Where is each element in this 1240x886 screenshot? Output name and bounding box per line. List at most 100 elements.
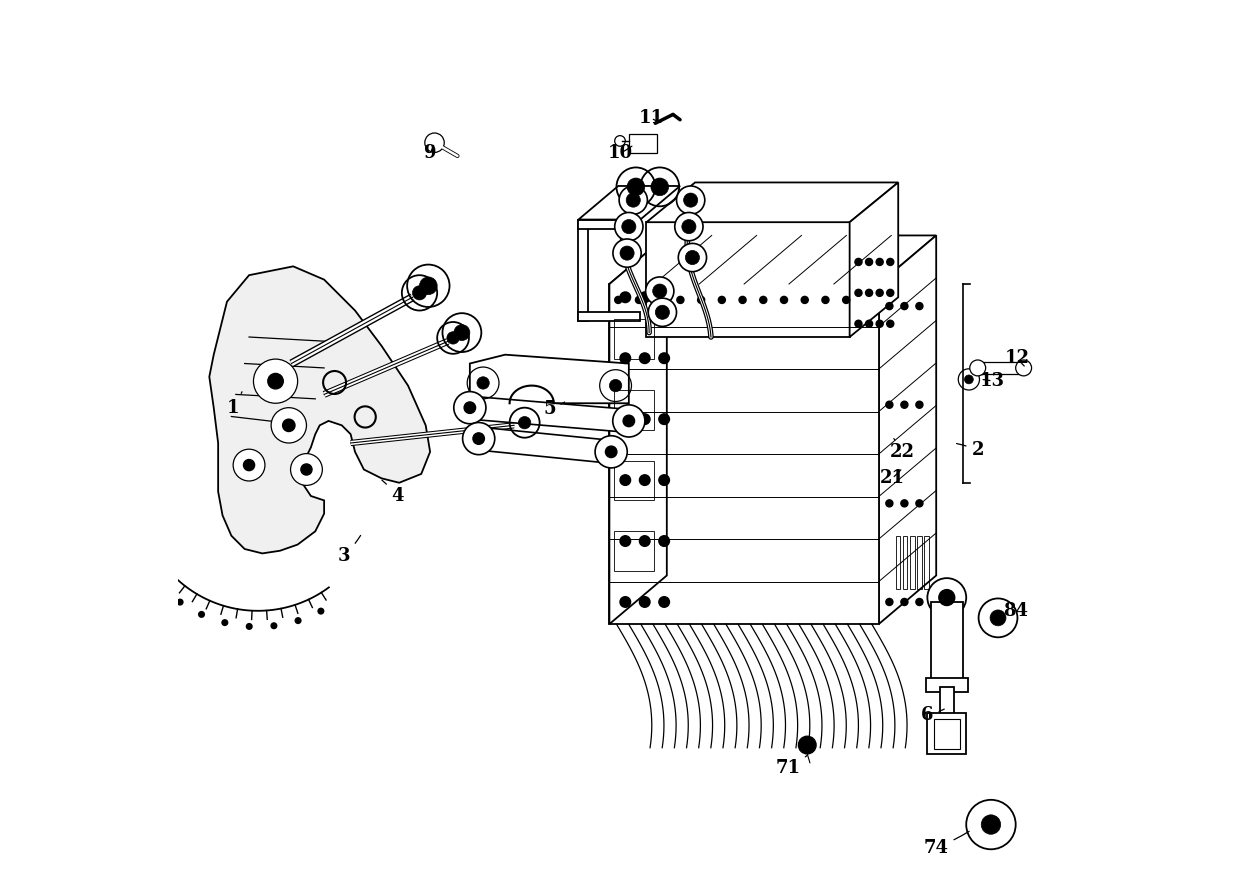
Polygon shape: [579, 186, 680, 220]
Circle shape: [619, 186, 647, 214]
Text: 2: 2: [956, 441, 985, 459]
Circle shape: [221, 619, 228, 626]
Circle shape: [655, 305, 670, 319]
Circle shape: [640, 536, 650, 547]
Bar: [918, 536, 921, 588]
Bar: [579, 220, 588, 321]
Circle shape: [651, 178, 668, 196]
Circle shape: [916, 401, 923, 408]
Circle shape: [454, 392, 486, 424]
Polygon shape: [879, 236, 936, 624]
Circle shape: [901, 401, 908, 408]
Bar: [903, 536, 908, 588]
Circle shape: [272, 408, 306, 443]
Circle shape: [1016, 360, 1032, 376]
Circle shape: [658, 414, 670, 424]
Bar: [614, 319, 653, 359]
Circle shape: [518, 416, 531, 429]
Circle shape: [887, 320, 894, 327]
Circle shape: [620, 246, 634, 260]
Circle shape: [446, 331, 459, 344]
Circle shape: [246, 623, 253, 630]
Text: 6: 6: [921, 706, 945, 724]
Circle shape: [885, 598, 893, 605]
Circle shape: [233, 449, 265, 481]
Text: 74: 74: [924, 831, 970, 857]
Text: 13: 13: [980, 372, 1006, 390]
Circle shape: [739, 297, 746, 303]
Circle shape: [463, 423, 495, 455]
Bar: [934, 719, 960, 749]
Polygon shape: [646, 183, 898, 222]
Text: 84: 84: [999, 602, 1028, 620]
Bar: [614, 532, 653, 571]
Circle shape: [928, 579, 966, 617]
Text: 5: 5: [543, 400, 564, 418]
Circle shape: [640, 475, 650, 486]
Circle shape: [887, 259, 894, 266]
Circle shape: [854, 320, 862, 327]
Circle shape: [268, 373, 283, 389]
Polygon shape: [609, 236, 936, 284]
Circle shape: [620, 596, 631, 607]
Circle shape: [658, 596, 670, 607]
Circle shape: [799, 736, 816, 754]
Circle shape: [472, 433, 485, 444]
Circle shape: [866, 290, 873, 297]
Circle shape: [621, 220, 636, 234]
Circle shape: [622, 416, 635, 427]
Circle shape: [615, 297, 621, 303]
Circle shape: [613, 239, 641, 268]
Circle shape: [885, 500, 893, 507]
Bar: [931, 602, 962, 681]
Circle shape: [243, 460, 254, 470]
Circle shape: [413, 286, 427, 300]
Circle shape: [130, 541, 138, 548]
Bar: [609, 284, 879, 624]
Bar: [614, 461, 653, 501]
Circle shape: [454, 324, 470, 340]
Bar: [614, 390, 653, 430]
Circle shape: [283, 419, 295, 431]
Circle shape: [718, 297, 725, 303]
Circle shape: [901, 500, 908, 507]
Bar: [897, 536, 900, 588]
Circle shape: [419, 277, 438, 295]
Circle shape: [290, 454, 322, 486]
Bar: [629, 134, 657, 153]
Circle shape: [901, 302, 908, 309]
Bar: [928, 713, 966, 754]
Circle shape: [916, 302, 923, 309]
Circle shape: [682, 220, 696, 234]
Circle shape: [595, 436, 627, 468]
Circle shape: [854, 259, 862, 266]
Circle shape: [981, 815, 1001, 835]
Bar: [925, 678, 968, 692]
Circle shape: [620, 292, 631, 302]
Circle shape: [640, 596, 650, 607]
Circle shape: [656, 297, 663, 303]
Circle shape: [683, 193, 698, 207]
Text: 12: 12: [1004, 349, 1030, 367]
Circle shape: [198, 610, 205, 618]
Bar: [910, 536, 915, 588]
Circle shape: [253, 359, 298, 403]
Bar: [940, 687, 954, 717]
Circle shape: [658, 292, 670, 302]
Polygon shape: [477, 427, 613, 463]
Circle shape: [613, 405, 645, 437]
Polygon shape: [849, 183, 898, 337]
Circle shape: [916, 500, 923, 507]
Circle shape: [143, 563, 149, 571]
Circle shape: [970, 360, 986, 376]
Circle shape: [605, 446, 618, 457]
Text: 21: 21: [879, 470, 904, 487]
Circle shape: [677, 297, 684, 303]
Circle shape: [477, 377, 490, 389]
Circle shape: [885, 302, 893, 309]
Circle shape: [620, 414, 631, 424]
Circle shape: [649, 299, 677, 326]
Circle shape: [640, 353, 650, 363]
Circle shape: [627, 178, 645, 196]
Circle shape: [877, 290, 883, 297]
